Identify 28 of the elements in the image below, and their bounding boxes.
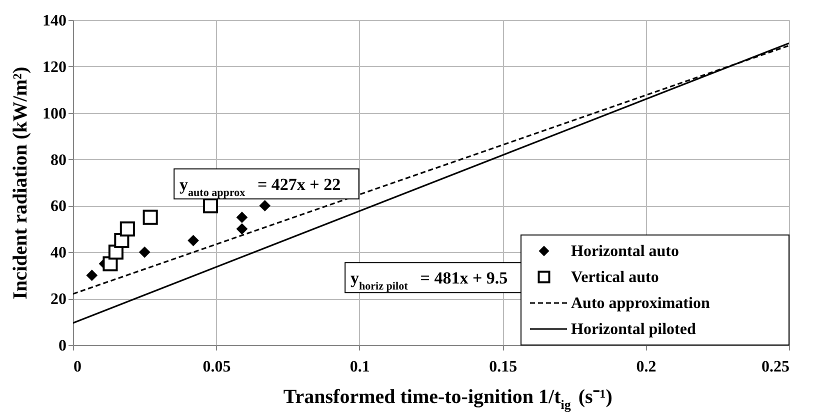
- y-tick-label: 40: [50, 244, 66, 262]
- legend-label: Auto approximation: [571, 295, 710, 312]
- x-tick-label: 0.15: [489, 358, 518, 376]
- y-tick-label: 140: [42, 12, 66, 30]
- x-tick-label: 0.1: [350, 358, 370, 376]
- point: [202, 198, 218, 214]
- y-tick-label: 120: [42, 58, 66, 76]
- x-tick-label: 0.2: [636, 358, 656, 376]
- y-tick-label: 80: [50, 152, 66, 169]
- x-tick-label: 0: [74, 358, 82, 376]
- y-tick-label: 0: [58, 338, 66, 354]
- point: [142, 210, 158, 225]
- legend-label: Vertical auto: [571, 269, 659, 286]
- point: [259, 200, 271, 212]
- x-tick-label: 0.25: [762, 358, 790, 376]
- y-tick-label: 20: [50, 291, 66, 308]
- legend-label: Horizontal auto: [571, 243, 679, 260]
- point: [188, 234, 199, 246]
- point: [138, 246, 150, 258]
- legend-label: Horizontal piloted: [571, 321, 696, 338]
- y-tick-label: 100: [42, 105, 66, 122]
- point: [236, 223, 248, 235]
- y-tick-label: 60: [50, 198, 66, 216]
- point: [86, 270, 98, 282]
- point: [236, 212, 248, 224]
- y-axis-title: Incident radiation (kW/m²): [10, 66, 32, 300]
- x-tick-label: 0.05: [202, 358, 231, 376]
- point: [120, 221, 135, 236]
